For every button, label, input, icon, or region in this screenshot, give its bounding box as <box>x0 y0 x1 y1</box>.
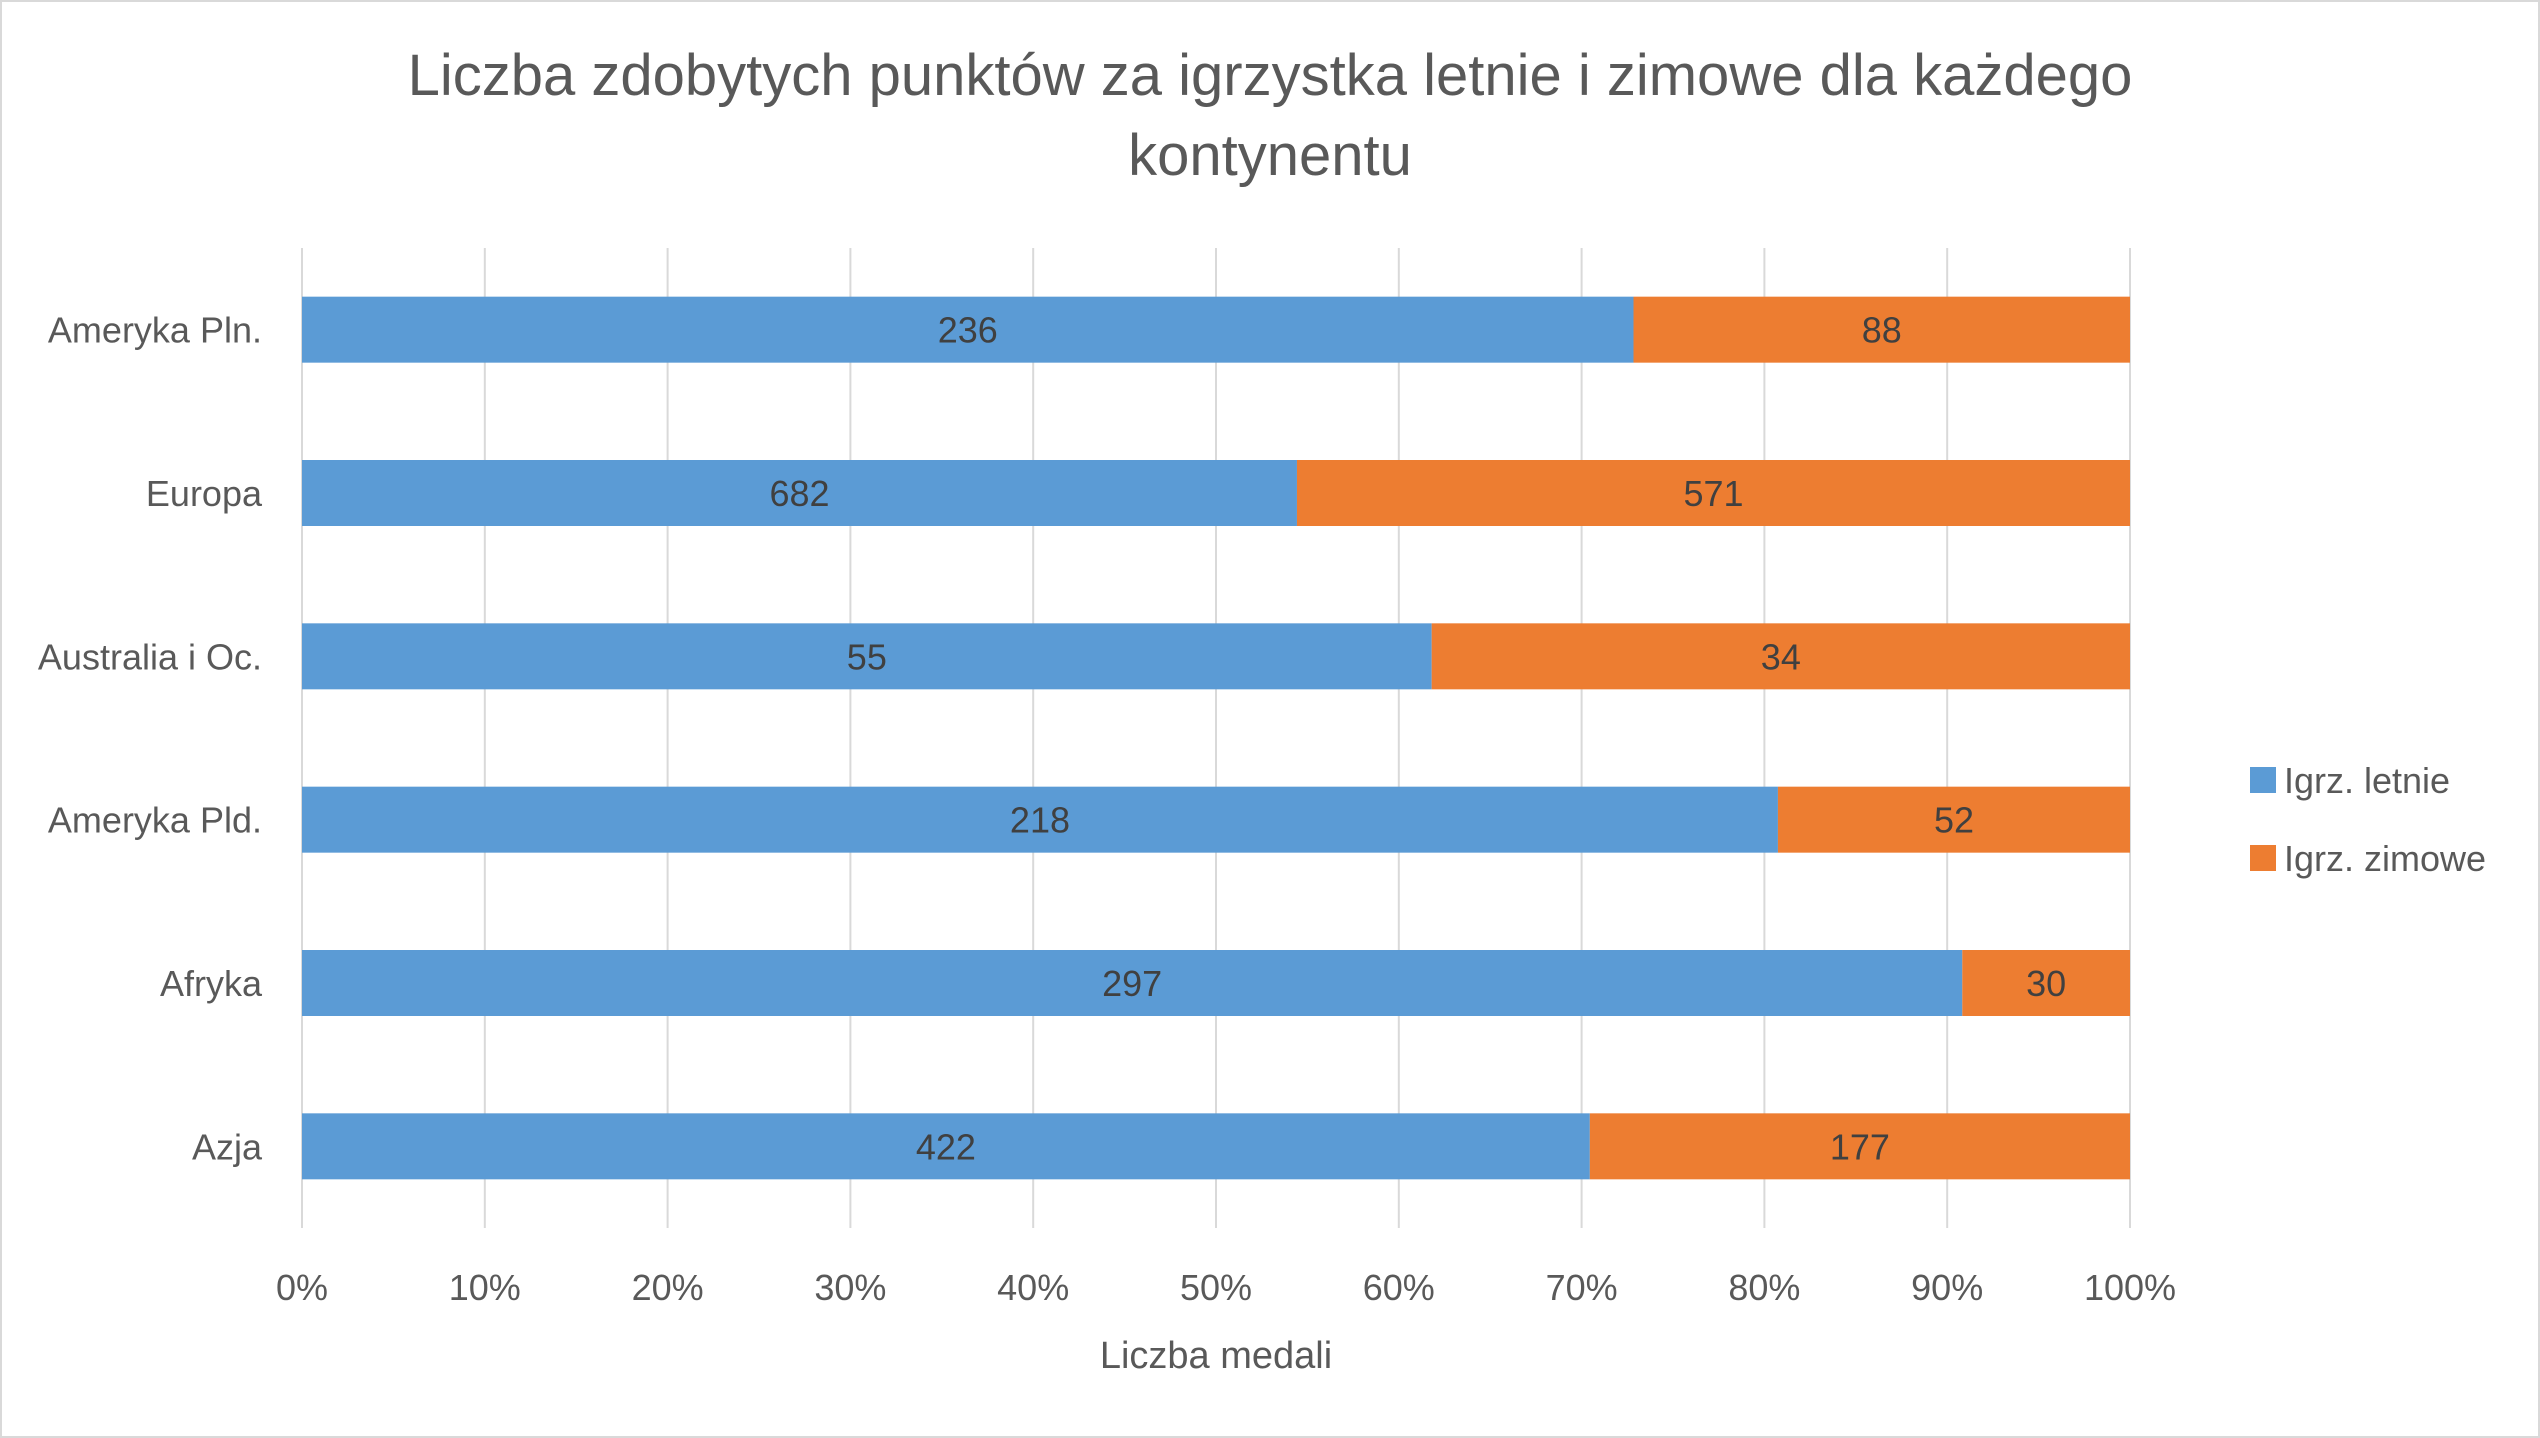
x-tick-label-10: 100% <box>2084 1267 2176 1308</box>
bar-zimowe-4 <box>1962 950 2130 1016</box>
bar-zimowe-2 <box>1431 623 2130 690</box>
x-tick-label-8: 80% <box>1728 1267 1800 1308</box>
legend-label-0: Igrz. letnie <box>2284 760 2450 801</box>
category-label-0: Ameryka Pln. <box>48 310 262 351</box>
data-label-letnie-5: 422 <box>916 1126 976 1167</box>
x-tick-label-3: 30% <box>814 1267 886 1308</box>
gridlines <box>301 248 2131 1228</box>
data-label-zimowe-2: 34 <box>1761 636 1801 677</box>
data-label-letnie-0: 236 <box>938 310 998 351</box>
legend-swatch-1 <box>2250 845 2276 871</box>
x-tick-label-2: 20% <box>632 1267 704 1308</box>
category-axis: Ameryka Pln. Europa Australia i Oc. Ameryka… <box>38 310 263 1168</box>
data-label-zimowe-4: 30 <box>2026 963 2066 1004</box>
bar-letnie-1 <box>302 460 1297 526</box>
bar-zimowe-5 <box>1589 1113 2130 1180</box>
bar-zimowe-0 <box>1633 296 2130 363</box>
data-label-letnie-4: 297 <box>1102 963 1162 1004</box>
legend: Igrz. letnie Igrz. zimowe <box>2250 760 2486 879</box>
x-tick-label-6: 60% <box>1363 1267 1435 1308</box>
x-tick-label-5: 50% <box>1180 1267 1252 1308</box>
data-labels: 236 88 682 571 55 34 218 52 297 30 422 177 <box>769 310 2066 1168</box>
category-label-3: Ameryka Pld. <box>48 800 262 841</box>
bar-letnie-5 <box>302 1113 1590 1180</box>
bar-letnie-3 <box>302 786 1778 853</box>
x-tick-label-7: 70% <box>1546 1267 1618 1308</box>
data-label-letnie-2: 55 <box>847 636 887 677</box>
chart-title: Liczba zdobytych punktów za igrzystka le… <box>408 43 2133 188</box>
bar-zimowe-1 <box>1296 460 2130 526</box>
data-label-zimowe-1: 571 <box>1683 473 1743 514</box>
bars <box>302 296 2130 1180</box>
data-label-letnie-1: 682 <box>769 473 829 514</box>
x-axis-title: Liczba medali <box>1100 1335 1332 1377</box>
category-label-1: Europa <box>146 473 263 514</box>
category-label-5: Azja <box>192 1126 263 1167</box>
x-tick-label-9: 90% <box>1911 1267 1983 1308</box>
chart-title-line-2: kontynentu <box>1128 123 1412 188</box>
value-axis: 0% 10% 20% 30% 40% 50% 60% 70% 80% 90% 100% <box>276 1267 2176 1308</box>
bar-letnie-2 <box>302 623 1432 690</box>
category-label-2: Australia i Oc. <box>38 636 262 677</box>
x-tick-label-0: 0% <box>276 1267 328 1308</box>
bar-letnie-0 <box>302 296 1634 363</box>
x-tick-label-1: 10% <box>449 1267 521 1308</box>
data-label-zimowe-0: 88 <box>1862 310 1902 351</box>
legend-label-1: Igrz. zimowe <box>2284 838 2486 879</box>
data-label-zimowe-5: 177 <box>1830 1126 1890 1167</box>
chart-title-line-1: Liczba zdobytych punktów za igrzystka le… <box>408 43 2133 108</box>
legend-swatch-0 <box>2250 767 2276 793</box>
bar-zimowe-3 <box>1777 786 2130 853</box>
x-tick-label-4: 40% <box>997 1267 1069 1308</box>
data-label-letnie-3: 218 <box>1010 800 1070 841</box>
bar-letnie-4 <box>302 950 1963 1016</box>
category-label-4: Afryka <box>160 963 263 1004</box>
data-label-zimowe-3: 52 <box>1934 800 1974 841</box>
